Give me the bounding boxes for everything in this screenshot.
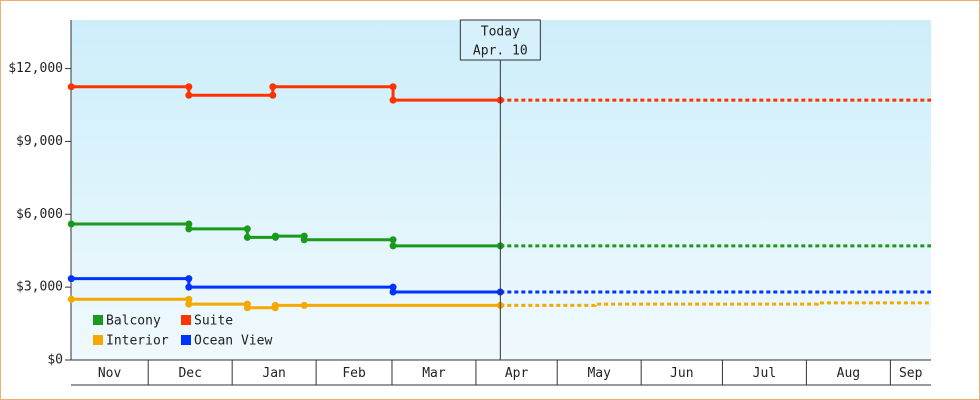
today-label: Today	[481, 25, 520, 40]
price-point	[243, 233, 251, 241]
x-tick-label: Dec	[178, 366, 201, 381]
y-tick-label: $0	[47, 353, 63, 368]
legend-swatch	[181, 315, 191, 325]
x-tick-label: Jun	[670, 366, 693, 381]
legend-swatch	[93, 335, 103, 345]
projection-line	[500, 301, 931, 307]
price-point	[243, 225, 251, 233]
price-point	[269, 91, 277, 99]
price-point	[389, 83, 397, 91]
y-tick-label: $9,000	[16, 134, 63, 149]
x-tick-label: Mar	[422, 366, 446, 381]
y-tick-label: $12,000	[8, 61, 63, 76]
price-point	[389, 242, 397, 250]
price-point	[389, 288, 397, 296]
price-point	[185, 283, 193, 291]
price-point	[269, 83, 277, 91]
x-tick-label: Jul	[753, 366, 776, 381]
price-point	[185, 220, 193, 228]
price-point	[185, 275, 193, 283]
legend-swatch	[181, 335, 191, 345]
price-point	[389, 236, 397, 244]
legend-swatch	[93, 315, 103, 325]
x-tick-label: May	[587, 366, 611, 381]
x-tick-label: Nov	[98, 366, 122, 381]
legend-label: Suite	[194, 314, 233, 329]
price-point	[67, 275, 75, 283]
price-point	[67, 83, 75, 91]
today-label: Apr. 10	[473, 44, 528, 59]
price-point	[185, 225, 193, 233]
legend-label: Balcony	[106, 314, 161, 329]
price-point	[243, 304, 251, 312]
price-line	[71, 277, 501, 294]
y-tick-label: $6,000	[16, 207, 63, 222]
x-tick-label: Apr	[505, 366, 529, 381]
price-point	[272, 232, 280, 240]
price-point	[185, 295, 193, 303]
today-box	[459, 19, 541, 61]
x-tick-label: Feb	[342, 366, 366, 381]
x-tick-label: Aug	[837, 366, 860, 381]
x-tick-label: Jan	[262, 366, 285, 381]
price-point	[67, 295, 75, 303]
price-point	[389, 283, 397, 291]
legend-label: Ocean View	[194, 334, 272, 349]
price-point	[271, 301, 279, 309]
price-point	[185, 83, 193, 91]
price-point	[300, 301, 308, 309]
price-point	[300, 236, 308, 244]
plot-area	[71, 20, 931, 360]
legend-label: Interior	[106, 334, 169, 349]
x-tick-label: Sep	[899, 366, 923, 381]
price-point	[389, 96, 397, 104]
price-point	[67, 220, 75, 228]
price-point	[185, 91, 193, 99]
y-tick-label: $3,000	[16, 280, 63, 295]
price-point	[185, 300, 193, 308]
